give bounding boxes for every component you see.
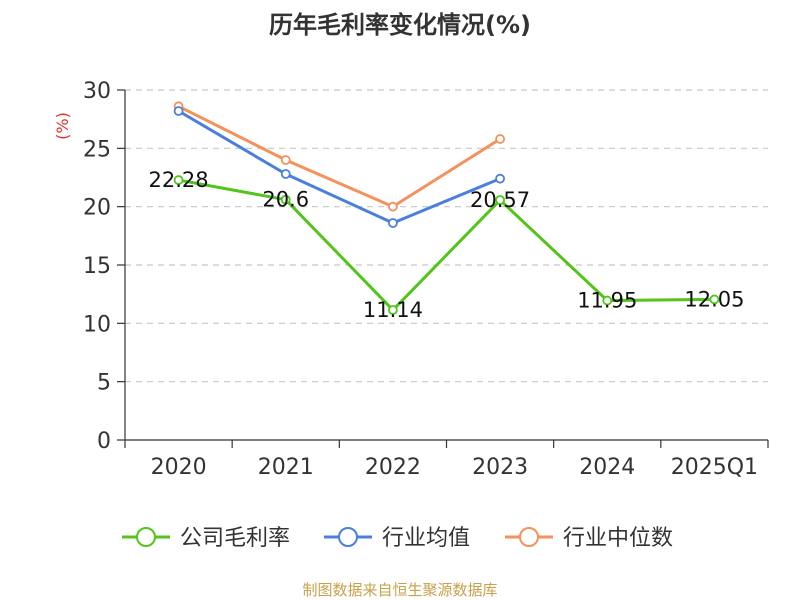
series-line-1 [177,109,501,225]
data-point [495,134,505,144]
data-point [709,294,720,305]
data-label: 22.28 [149,168,209,192]
legend-label: 行业均值 [382,526,470,551]
data-label: 20.57 [470,188,530,212]
x-tick-label: 2025Q1 [671,455,758,480]
y-axis-unit: (%) [53,112,72,140]
data-label: 12.05 [684,287,744,311]
legend-label: 公司毛利率 [180,526,290,551]
y-tick-label: 15 [83,254,111,279]
data-labels: 22.28 20.6 11.14 20.57 11.95 12.05 [149,168,745,322]
x-tick-label: 2023 [472,455,528,480]
legend: 公司毛利率 行业均值 行业中位数 [122,526,673,551]
series [173,101,720,315]
x-tick-label: 2021 [258,455,314,480]
series-line-2 [177,104,501,209]
legend-marker-0 [136,527,156,547]
x-tick-label: 2024 [579,455,635,480]
x-tick-label: 2022 [365,455,421,480]
source-note: 制图数据来自恒生聚源数据库 [302,581,497,599]
data-point [388,218,398,228]
legend-marker-2 [519,527,539,547]
data-point [280,194,291,205]
x-tick-label: 2020 [151,455,207,480]
data-label: 11.14 [363,298,423,322]
y-tick-label: 10 [83,312,111,337]
data-point [173,175,184,185]
y-tick-label: 20 [83,196,111,221]
data-point [280,169,291,179]
y-tick-label: 5 [97,371,111,396]
chart-title: 历年毛利率变化情况(%) [269,11,531,39]
axes: 0 5 10 15 20 25 30 2020 2021 2022 2023 2024 2025Q1 [83,79,769,480]
data-point [173,106,184,116]
legend-marker-1 [338,527,358,547]
y-tick-label: 25 [83,137,111,162]
data-point [495,195,505,205]
y-tick-label: 0 [97,429,111,454]
data-point [388,305,398,315]
y-tick-label: 30 [83,79,111,104]
series-line-0 [178,178,715,312]
data-point [602,295,613,306]
grid [125,89,768,383]
data-label: 20.6 [262,188,309,212]
data-point [280,155,291,165]
data-point [495,173,505,184]
data-label: 11.95 [577,289,637,313]
data-point [388,201,398,212]
legend-label: 行业中位数 [563,526,673,551]
